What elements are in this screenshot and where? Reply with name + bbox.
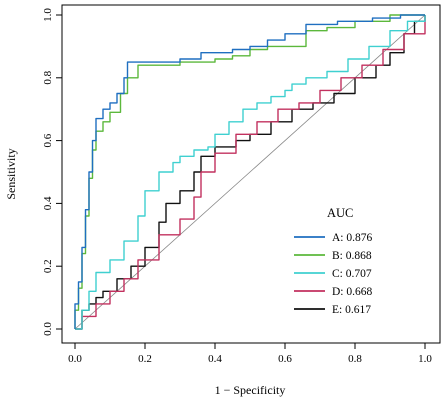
y-tick-label: 0.6	[42, 133, 54, 147]
x-tick-label: 1.0	[418, 353, 432, 365]
x-axis-title: 1 − Specificity	[215, 383, 286, 397]
x-tick-label: 0.6	[278, 353, 292, 365]
y-tick-label: 0.4	[42, 196, 54, 210]
roc-curve-c	[75, 15, 426, 330]
roc-curve-a	[74, 14, 425, 329]
y-tick-label: 0.2	[42, 259, 54, 273]
y-tick-label: 1.0	[42, 8, 54, 22]
x-tick-label: 0.4	[208, 353, 222, 365]
legend: AUC A: 0.876 B: 0.868 C: 0.707 D: 0.668 E: 0…	[294, 206, 373, 316]
reference-diagonal	[74, 14, 426, 330]
legend-title: AUC	[327, 206, 353, 220]
x-tick-label: 0.8	[348, 353, 362, 365]
x-tick-label: 0.0	[68, 353, 82, 365]
y-axis-title: Sensitivity	[4, 148, 18, 199]
x-tick-label: 0.2	[138, 353, 152, 365]
legend-label-d: D: 0.668	[332, 286, 373, 298]
legend-label-e: E: 0.617	[332, 304, 371, 316]
legend-label-a: A: 0.876	[332, 232, 373, 244]
legend-label-b: B: 0.868	[332, 250, 372, 262]
roc-curve-b	[74, 14, 425, 329]
y-tick-label: 0.8	[42, 70, 54, 84]
legend-label-c: C: 0.707	[332, 268, 372, 280]
roc-curve-d	[75, 15, 426, 330]
y-tick-label: 0.0	[42, 322, 54, 336]
